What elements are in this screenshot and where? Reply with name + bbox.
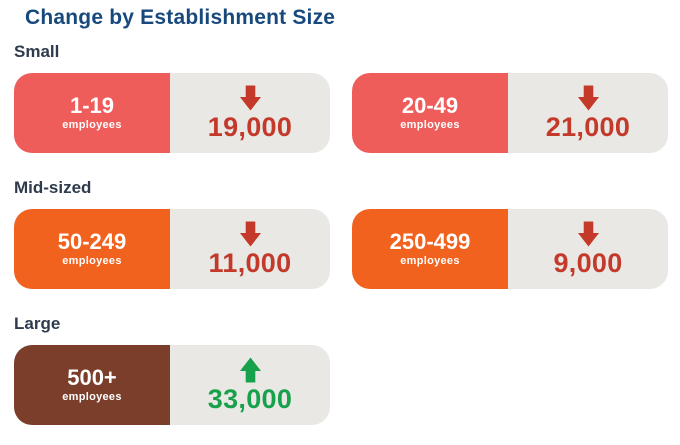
size-unit: employees [62, 119, 122, 131]
size-range: 1-19 [69, 93, 115, 118]
size-unit: employees [400, 255, 460, 267]
stat-card-250-499: 250-499 employees 9,000 [352, 209, 668, 289]
change-panel: 11,000 [170, 209, 330, 289]
change-panel: 19,000 [170, 73, 330, 153]
size-block: 50-249 employees [14, 209, 170, 289]
size-range: 20-49 [401, 93, 459, 118]
cards-row-large: 500+ employees 33,000 [14, 345, 668, 425]
page-title: Change by Establishment Size [25, 6, 336, 29]
section-label-small: Small [14, 42, 60, 61]
cards-row-small: 1-19 employees 19,000 20-49 employees [14, 73, 668, 153]
change-panel: 9,000 [508, 209, 668, 289]
size-range: 50-249 [57, 229, 127, 254]
down-arrow-icon [239, 221, 262, 247]
down-arrow-icon [577, 85, 600, 111]
down-arrow-icon [239, 85, 262, 111]
section-mid-sized: Mid-sized 50-249 employees 11,000 250-49… [14, 177, 668, 289]
change-value: 9,000 [553, 247, 623, 278]
stat-card-1-19: 1-19 employees 19,000 [14, 73, 330, 153]
size-block: 20-49 employees [352, 73, 508, 153]
change-value: 11,000 [208, 247, 292, 278]
change-value: 33,000 [207, 383, 293, 414]
down-arrow-icon [577, 221, 600, 247]
stat-card-500-plus: 500+ employees 33,000 [14, 345, 330, 425]
stat-card-20-49: 20-49 employees 21,000 [352, 73, 668, 153]
size-unit: employees [62, 255, 122, 267]
section-small: Small 1-19 employees 19,000 20-49 employ… [14, 41, 668, 153]
change-value: 21,000 [545, 111, 631, 142]
change-panel: 21,000 [508, 73, 668, 153]
section-large: Large 500+ employees 33,000 [14, 313, 668, 425]
up-arrow-icon [239, 357, 262, 383]
size-unit: employees [400, 119, 460, 131]
size-block: 500+ employees [14, 345, 170, 425]
size-block: 1-19 employees [14, 73, 170, 153]
size-range: 500+ [67, 365, 117, 390]
size-unit: employees [62, 391, 122, 403]
section-label-large: Large [14, 314, 61, 333]
change-value: 19,000 [207, 111, 293, 142]
section-label-mid-sized: Mid-sized [14, 178, 92, 197]
stat-card-50-249: 50-249 employees 11,000 [14, 209, 330, 289]
change-panel: 33,000 [170, 345, 330, 425]
size-block: 250-499 employees [352, 209, 508, 289]
cards-row-mid-sized: 50-249 employees 11,000 250-499 employee… [14, 209, 668, 289]
size-range: 250-499 [389, 229, 471, 254]
